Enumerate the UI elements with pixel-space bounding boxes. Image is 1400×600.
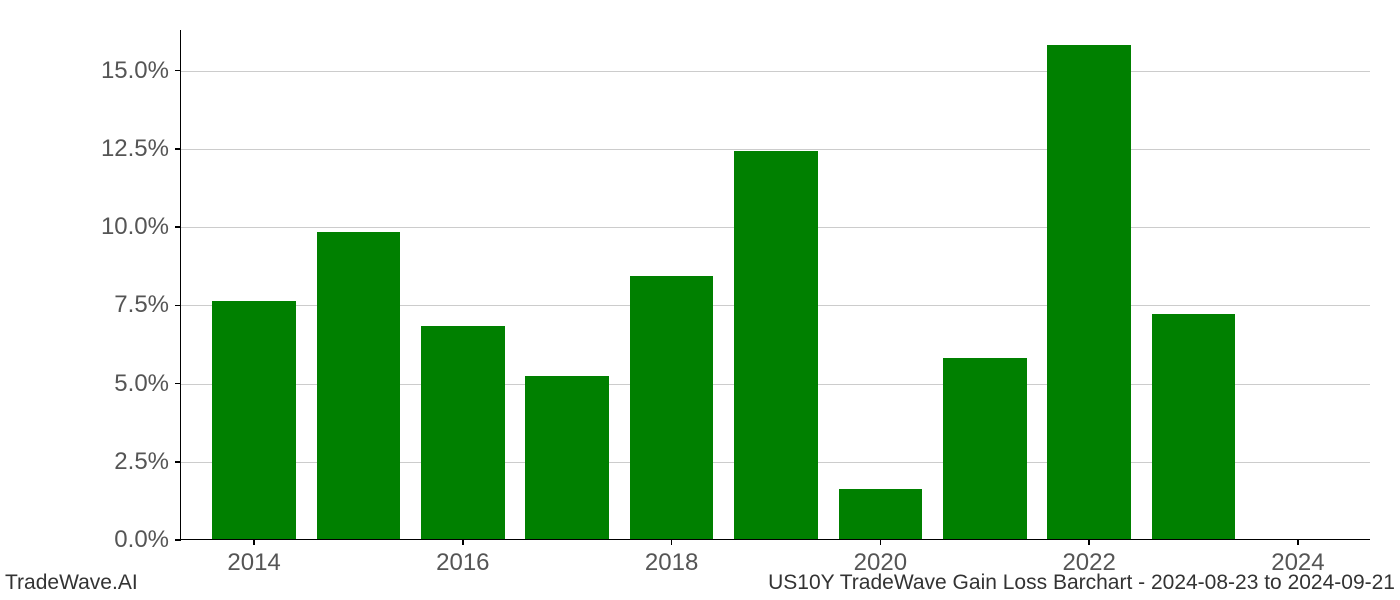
chart-container: 0.0%2.5%5.0%7.5%10.0%12.5%15.0%201420162… (180, 30, 1370, 540)
x-tick-label: 2014 (227, 549, 280, 577)
bar-2020 (839, 489, 923, 539)
bar-2023 (1152, 314, 1236, 539)
y-tick-label: 5.0% (114, 370, 169, 398)
bar-2019 (734, 151, 818, 539)
y-tick-label: 10.0% (101, 213, 169, 241)
y-tick-label: 2.5% (114, 448, 169, 476)
x-tick-label: 2016 (436, 549, 489, 577)
x-tick-mark (462, 539, 464, 545)
bar-2015 (317, 232, 401, 539)
gridline (181, 149, 1370, 150)
x-tick-mark (880, 539, 882, 545)
footer-right-text: US10Y TradeWave Gain Loss Barchart - 202… (768, 571, 1395, 595)
x-tick-mark (1088, 539, 1090, 545)
bar-2016 (421, 326, 505, 539)
y-tick-mark (175, 70, 181, 72)
x-tick-mark (671, 539, 673, 545)
x-tick-mark (253, 539, 255, 545)
bar-2022 (1047, 45, 1131, 539)
y-tick-mark (175, 226, 181, 228)
y-tick-mark (175, 461, 181, 463)
bar-2018 (630, 276, 714, 539)
bar-2014 (212, 301, 296, 539)
footer-left-text: TradeWave.AI (5, 571, 138, 595)
x-tick-mark (1297, 539, 1299, 545)
y-tick-label: 7.5% (114, 291, 169, 319)
gridline (181, 71, 1370, 72)
bar-2017 (525, 376, 609, 539)
y-tick-label: 0.0% (114, 526, 169, 554)
y-tick-mark (175, 539, 181, 541)
y-tick-label: 15.0% (101, 57, 169, 85)
y-tick-mark (175, 148, 181, 150)
bar-2021 (943, 358, 1027, 539)
y-tick-mark (175, 383, 181, 385)
plot-area: 0.0%2.5%5.0%7.5%10.0%12.5%15.0%201420162… (180, 30, 1370, 540)
x-tick-label: 2018 (645, 549, 698, 577)
y-tick-label: 12.5% (101, 135, 169, 163)
y-tick-mark (175, 305, 181, 307)
